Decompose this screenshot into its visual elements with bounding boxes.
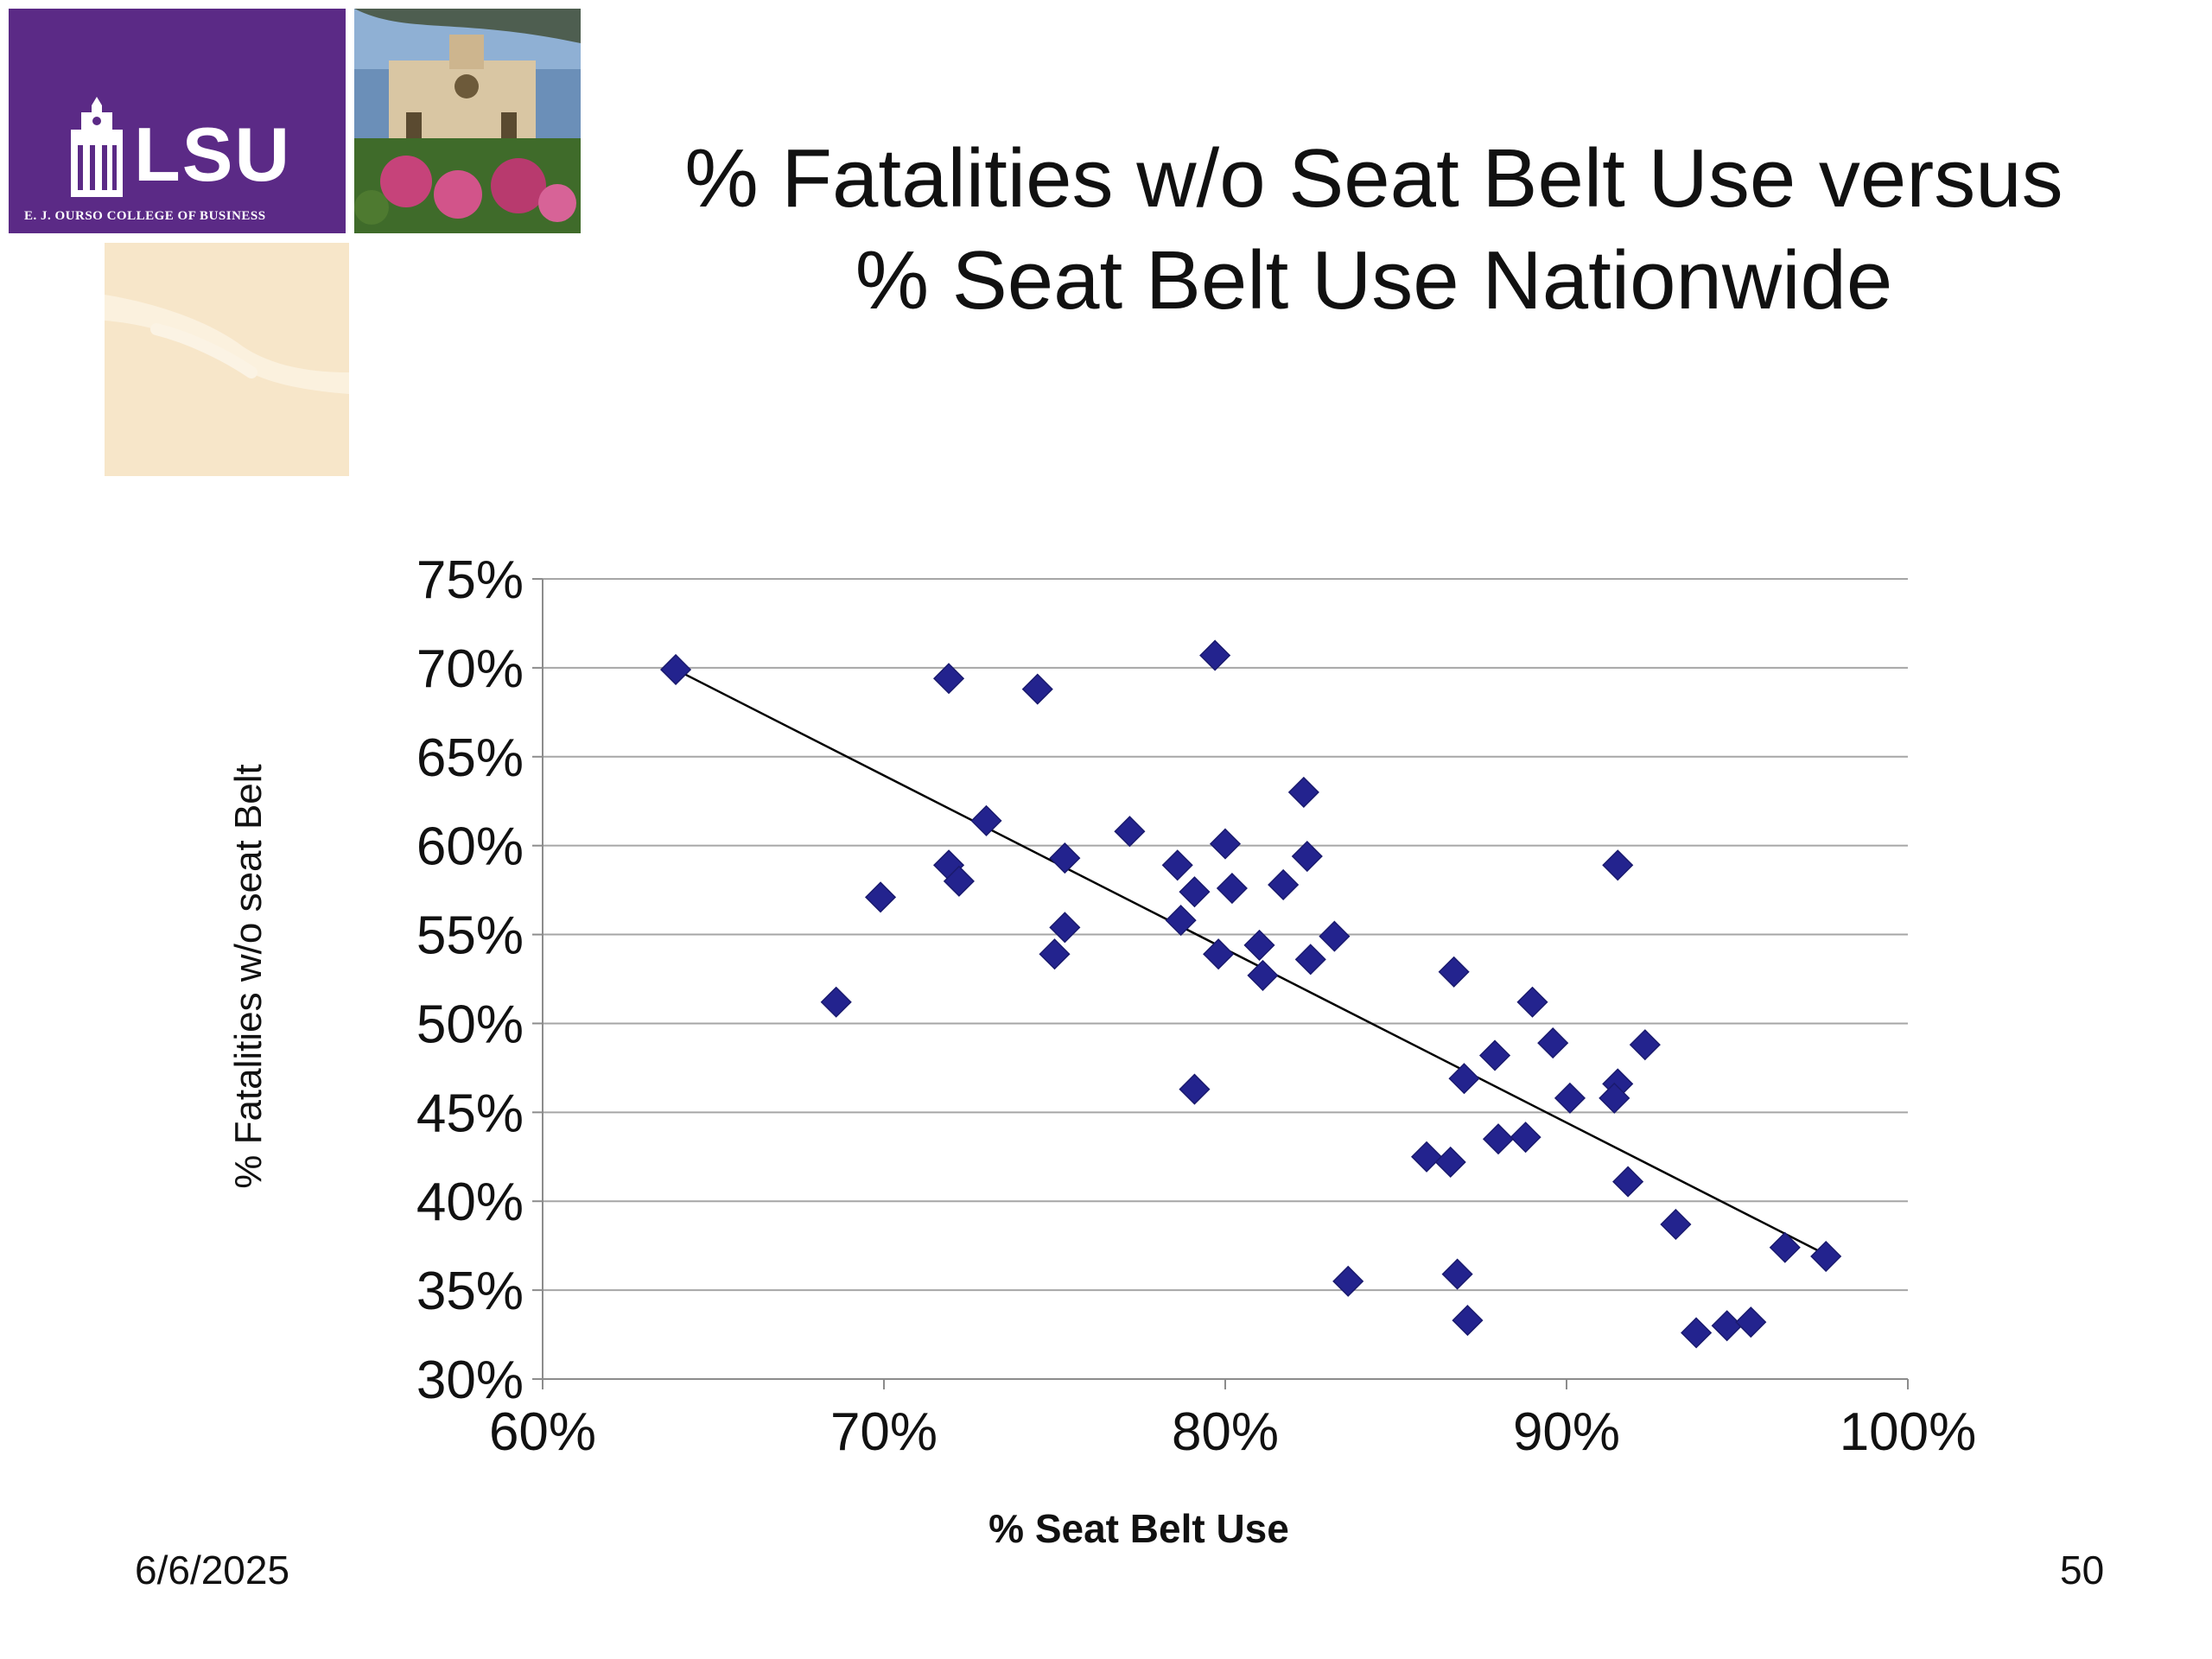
data-point [659,653,692,686]
data-point [1478,1039,1511,1071]
data-point [1291,840,1323,873]
y-tick-label: 60% [416,817,524,877]
data-point [1629,1029,1661,1061]
data-points [659,639,1842,1349]
data-point [1165,905,1197,937]
decorative-panel [105,243,349,476]
data-point [1039,938,1071,970]
data-point [1049,842,1081,874]
data-point [1243,929,1275,961]
x-tick-label: 80% [1172,1402,1279,1462]
data-point [1161,849,1193,881]
x-tick-label: 90% [1513,1402,1620,1462]
data-point [1216,872,1248,905]
data-point [1199,639,1231,671]
y-tick-label: 30% [416,1351,524,1410]
building-icon [71,97,123,197]
data-point [1209,828,1242,860]
lsu-logo: LSU E. J. OURSO COLLEGE OF BUSINESS [9,9,346,233]
data-point [1438,956,1470,988]
data-point [1599,1082,1630,1114]
gridlines [543,578,1908,1292]
x-axis-label: % Seat Belt Use [988,1506,1289,1551]
logo-college-name: E. J. OURSO COLLEGE OF BUSINESS [24,209,266,223]
x-tick-label: 60% [489,1402,596,1462]
data-point [970,804,1002,836]
data-point [932,663,965,695]
y-tick-label: 75% [416,550,524,610]
title-line-2: % Seat Belt Use Nationwide [855,234,1893,327]
data-point [1247,959,1279,991]
y-tick-label: 50% [416,995,524,1054]
x-tick-label: 70% [830,1402,938,1462]
data-point [1482,1123,1515,1155]
data-point [1510,1122,1541,1154]
data-point [1681,1317,1713,1349]
data-point [1452,1305,1484,1337]
x-tick-labels: 60% 70% 80% 90% 100% [489,1402,1976,1462]
y-tick-label: 40% [416,1173,524,1232]
y-tick-label: 65% [416,728,524,788]
data-point [1179,876,1211,908]
data-point [1554,1082,1586,1114]
y-tick-label: 45% [416,1084,524,1143]
trendline [675,668,1827,1256]
trendline-path [675,668,1827,1256]
y-tick-labels: 30% 35% 40% 45% 50% 55% 60% 65% 70% 75% [416,550,524,1410]
data-point [1711,1310,1743,1342]
data-point [1602,849,1634,881]
y-axis-label: % Fatalities w/o seat Belt [227,764,270,1189]
data-point [943,865,975,897]
data-point [1448,1063,1480,1095]
data-point [1203,938,1235,970]
data-point [1179,1073,1211,1105]
data-point [1319,920,1351,952]
axes [532,578,1909,1389]
data-point [1537,1027,1569,1059]
data-point [1516,986,1548,1018]
data-point [1294,944,1326,976]
data-point [1332,1265,1364,1297]
data-point [864,881,897,913]
data-point [1287,776,1319,808]
title-line-1: % Fatalities w/o Seat Belt Use versus [684,132,2063,225]
x-tick-label: 100% [1840,1402,1977,1462]
y-tick-label: 70% [416,639,524,699]
data-point [1114,816,1146,848]
data-point [1268,868,1300,901]
campus-photo [354,9,581,233]
data-point [1021,673,1053,705]
data-point [820,986,852,1018]
data-point [1612,1166,1644,1198]
y-tick-label: 55% [416,906,524,966]
data-point [1810,1240,1842,1273]
data-point [1410,1141,1443,1173]
data-point [1434,1146,1466,1179]
slide-date: 6/6/2025 [135,1548,290,1592]
data-point [1049,912,1081,944]
y-tick-label: 35% [416,1262,524,1321]
data-point [1660,1208,1692,1241]
logo-brand: LSU [134,111,291,197]
slide-title: % Fatalities w/o Seat Belt Use versus % … [570,128,2177,332]
data-point [1441,1258,1473,1290]
data-point [1735,1306,1767,1338]
data-point [1769,1231,1801,1263]
slide-page-number: 50 [2060,1548,2105,1592]
